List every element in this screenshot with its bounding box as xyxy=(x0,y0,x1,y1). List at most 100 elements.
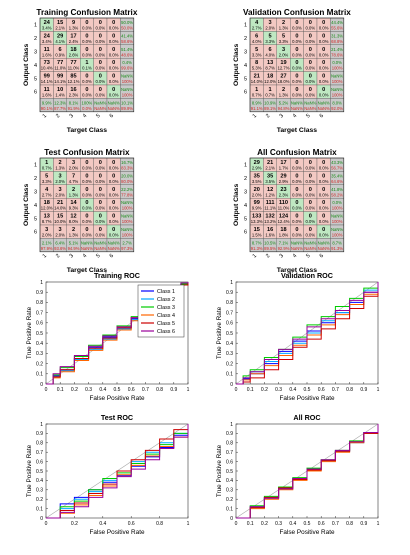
total-correct: 44.4% xyxy=(331,20,343,25)
cell-count: 0 xyxy=(295,60,298,66)
total-wrong: 48.6% xyxy=(121,52,133,57)
cell-count: 0 xyxy=(85,33,88,39)
x-tick-label: 0.8 xyxy=(156,521,163,527)
y-tick-label: 0.7 xyxy=(36,450,43,456)
y-tick-label: 0.2 xyxy=(36,361,43,367)
y-tick-label: 0.9 xyxy=(36,290,43,296)
total-correct: NaN% xyxy=(331,227,343,232)
y-tick-label: 0 xyxy=(40,516,43,522)
cell-percent: 2.7% xyxy=(42,192,52,197)
row-class-label: 5 xyxy=(34,76,37,82)
y-axis-label: True Positive Rate xyxy=(216,306,223,359)
cell-count: 0 xyxy=(322,20,325,26)
confusion-matrix-training-confusion: Training Confusion Matrix243.4%152.1%91.… xyxy=(23,8,138,134)
x-axis-label: Target Class xyxy=(67,267,108,274)
cell-count: 6 xyxy=(59,47,62,53)
cell-count: 23 xyxy=(280,187,286,193)
y-tick-label: 1 xyxy=(40,280,43,286)
y-tick-label: 0.3 xyxy=(36,488,43,494)
cell-count: 17 xyxy=(280,160,286,166)
x-axis-label: False Positive Rate xyxy=(279,395,334,402)
total-wrong: 94.9% xyxy=(68,246,80,251)
total-wrong: 78.6% xyxy=(331,52,343,57)
cell-count: 0 xyxy=(295,187,298,193)
cell-percent: 11.1% xyxy=(264,206,276,211)
cell-count: 0 xyxy=(99,200,102,206)
x-tick-label: 0.3 xyxy=(85,387,92,393)
matrix-frame xyxy=(39,17,135,113)
cell-percent: 0.0% xyxy=(109,39,119,44)
cell-count: 0 xyxy=(295,87,298,93)
total-wrong: 64.6% xyxy=(331,179,343,184)
col-class-label: 4 xyxy=(292,113,298,119)
y-tick-label: 0.9 xyxy=(226,431,233,437)
total-correct: 10.1% xyxy=(121,100,133,105)
x-axis-label: False Positive Rate xyxy=(89,395,144,402)
cell-percent: 0.0% xyxy=(109,233,119,238)
roc-plot-all-roc: All ROC 0 0.1 0.2 0.3 0.4 0.5 0.6 0.7 0.8 0.9 1 0 0.1… xyxy=(216,413,380,536)
cell-count: 18 xyxy=(70,47,76,53)
legend-entry: Class 1 xyxy=(157,289,175,295)
cell-percent: 0.0% xyxy=(96,233,106,238)
cell-percent: 0.0% xyxy=(292,93,302,98)
cell-percent: 0.0% xyxy=(96,39,106,44)
cell-percent: 0.0% xyxy=(96,192,106,197)
total-correct: NaN% xyxy=(121,87,133,92)
cell-percent: 0.0% xyxy=(96,26,106,31)
total-wrong: 99.6% xyxy=(121,66,133,71)
cell-count: 3 xyxy=(282,47,285,53)
cell-count: 35 xyxy=(267,173,273,179)
cell-percent: 1.6% xyxy=(42,93,52,98)
cell-percent: 11.0% xyxy=(68,66,80,71)
col-class-label: 1 xyxy=(252,113,258,119)
cell-percent: 0.0% xyxy=(292,233,302,238)
cell-percent: 10.0% xyxy=(54,219,66,224)
row-class-label: 1 xyxy=(244,163,247,169)
cell-percent: 3.3% xyxy=(42,179,52,184)
cell-count: 77 xyxy=(70,60,76,66)
col-class-label: 2 xyxy=(55,113,61,119)
row-class-label: 4 xyxy=(244,203,247,209)
total-correct: NaN% xyxy=(108,240,120,245)
cell-count: 12 xyxy=(70,214,76,220)
cell-count: 0 xyxy=(112,173,115,179)
cell-percent: 5.3% xyxy=(252,66,262,71)
total-wrong: 92.9% xyxy=(278,246,290,251)
cell-percent: 0.0% xyxy=(292,179,302,184)
total-wrong: NaN% xyxy=(318,106,330,111)
legend-entry: Class 3 xyxy=(157,305,175,311)
cell-percent: 1.3% xyxy=(69,233,79,238)
total-wrong: 100% xyxy=(332,219,343,224)
cell-count: 3 xyxy=(72,160,75,166)
cell-percent: 0.0% xyxy=(306,233,316,238)
roc-title: Test ROC xyxy=(101,413,133,422)
col-class-label: 3 xyxy=(279,253,285,259)
col-class-label: 5 xyxy=(305,113,311,119)
cell-percent: 1.8% xyxy=(279,233,289,238)
cell-count: 0 xyxy=(322,214,325,220)
cell-count: 0 xyxy=(85,200,88,206)
cell-count: 21 xyxy=(57,200,63,206)
cell-percent: 0.0% xyxy=(319,192,329,197)
cell-percent: 0.0% xyxy=(306,206,316,211)
cell-count: 8 xyxy=(255,60,258,66)
cell-count: 0 xyxy=(112,60,115,66)
y-tick-label: 1 xyxy=(230,280,233,286)
total-correct: NaN% xyxy=(121,227,133,232)
cell-count: 133 xyxy=(252,214,261,220)
x-tick-label: 0.6 xyxy=(318,387,325,393)
cell-count: 0 xyxy=(99,227,102,233)
cell-percent: 9.3% xyxy=(69,206,79,211)
y-tick-label: 0.5 xyxy=(36,331,43,337)
cell-count: 0 xyxy=(112,160,115,166)
cell-percent: 0.0% xyxy=(109,206,119,211)
cell-percent: 0.0% xyxy=(109,52,119,57)
x-tick-label: 0.6 xyxy=(128,521,135,527)
col-class-label: 6 xyxy=(319,253,325,259)
cell-percent: 0.0% xyxy=(306,93,316,98)
cell-percent: 0.0% xyxy=(96,79,106,84)
roc-plot-validation-roc: Validation ROC 0 0.1 0.2 0.3 0.4 0.5 0.6 0.7 0.8 0… xyxy=(216,271,380,402)
cell-percent: 0.7% xyxy=(42,166,52,171)
col-class-label: 3 xyxy=(69,113,75,119)
cell-count: 99 xyxy=(57,74,63,80)
